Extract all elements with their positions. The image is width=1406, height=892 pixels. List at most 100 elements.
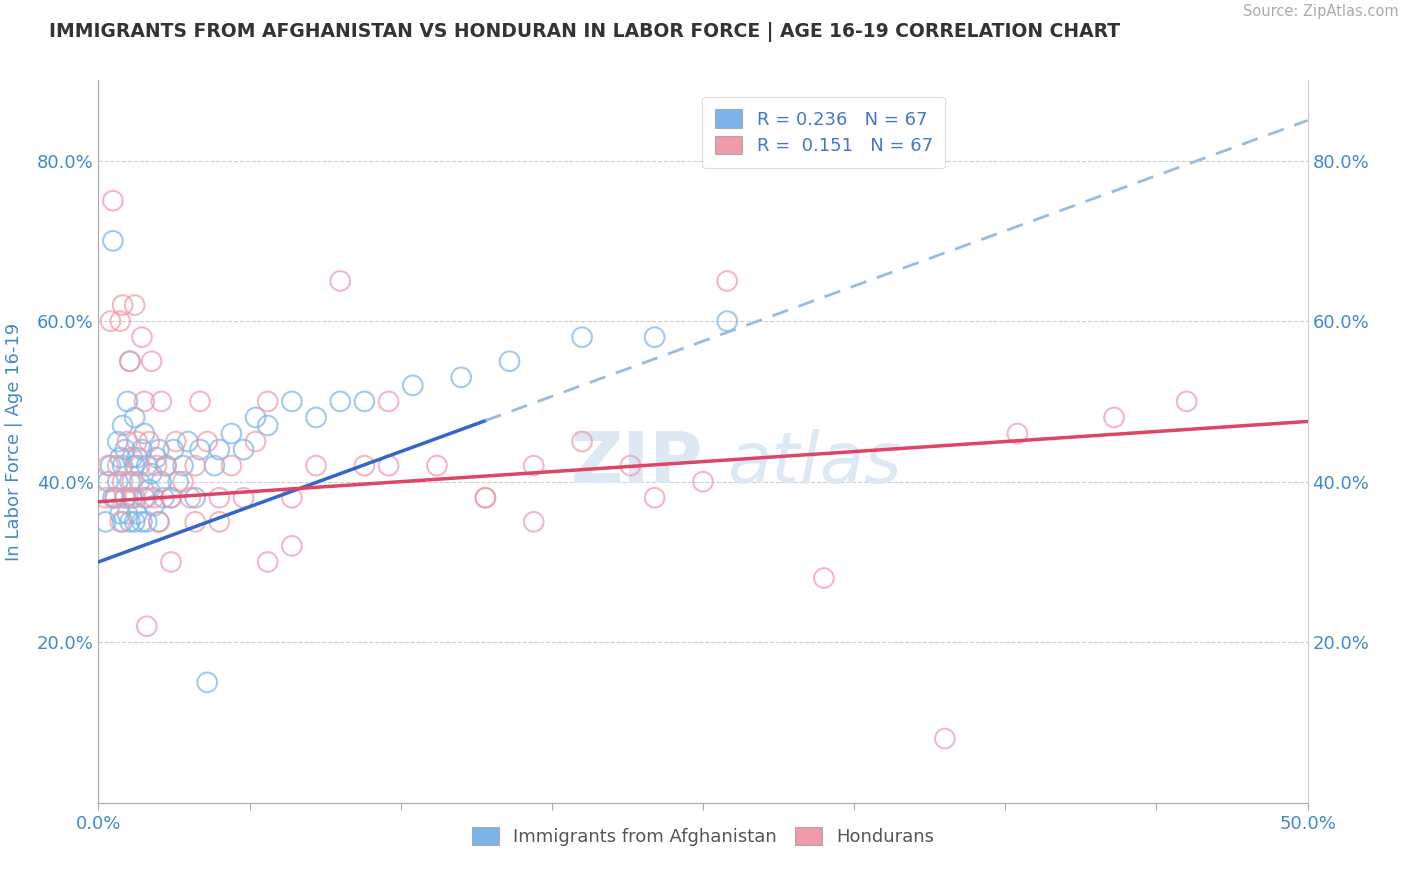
Point [813, 571, 835, 585]
Point [571, 434, 593, 449]
Point [353, 458, 375, 473]
Point [208, 515, 231, 529]
Point [107, 475, 129, 489]
Point [474, 491, 496, 505]
Point [135, 458, 157, 473]
Point [523, 515, 546, 529]
Point [498, 354, 520, 368]
Point [135, 619, 157, 633]
Point [245, 410, 267, 425]
Point [377, 458, 399, 473]
Point [256, 418, 278, 433]
Point [114, 442, 136, 457]
Point [117, 434, 139, 449]
Point [108, 450, 131, 465]
Point [111, 298, 134, 312]
Point [143, 491, 166, 505]
Point [162, 442, 184, 457]
Point [100, 314, 122, 328]
Point [450, 370, 472, 384]
Point [160, 491, 183, 505]
Point [131, 442, 153, 457]
Point [108, 507, 131, 521]
Point [184, 515, 207, 529]
Y-axis label: In Labor Force | Age 16-19: In Labor Force | Age 16-19 [4, 322, 22, 561]
Point [305, 458, 328, 473]
Point [644, 330, 666, 344]
Point [94, 491, 117, 505]
Point [208, 491, 231, 505]
Point [329, 394, 352, 409]
Point [131, 515, 153, 529]
Point [148, 515, 170, 529]
Point [402, 378, 425, 392]
Point [1102, 410, 1125, 425]
Point [716, 314, 738, 328]
Point [619, 458, 641, 473]
Point [208, 442, 231, 457]
Point [426, 458, 449, 473]
Point [127, 507, 149, 521]
Point [118, 354, 141, 368]
Point [245, 434, 267, 449]
Point [114, 491, 136, 505]
Point [204, 458, 226, 473]
Text: atlas: atlas [727, 429, 901, 498]
Point [114, 491, 136, 505]
Point [104, 491, 127, 505]
Point [138, 483, 160, 497]
Point [135, 491, 157, 505]
Point [167, 475, 190, 489]
Point [150, 475, 173, 489]
Point [101, 491, 124, 505]
Point [172, 475, 194, 489]
Point [281, 539, 304, 553]
Point [148, 515, 170, 529]
Text: ZIP: ZIP [571, 429, 703, 498]
Point [124, 515, 146, 529]
Point [305, 410, 328, 425]
Point [256, 555, 278, 569]
Point [1175, 394, 1198, 409]
Point [281, 394, 304, 409]
Text: Source: ZipAtlas.com: Source: ZipAtlas.com [1243, 4, 1399, 20]
Legend: Immigrants from Afghanistan, Hondurans: Immigrants from Afghanistan, Hondurans [458, 814, 948, 859]
Point [131, 330, 153, 344]
Point [124, 491, 146, 505]
Point [108, 515, 131, 529]
Point [143, 499, 166, 513]
Point [97, 458, 120, 473]
Point [232, 491, 254, 505]
Point [134, 394, 156, 409]
Point [104, 491, 127, 505]
Point [177, 434, 200, 449]
Point [117, 507, 139, 521]
Point [124, 298, 146, 312]
Point [127, 450, 149, 465]
Point [134, 426, 156, 441]
Point [124, 410, 146, 425]
Point [127, 434, 149, 449]
Point [1007, 426, 1029, 441]
Point [134, 491, 156, 505]
Point [172, 458, 194, 473]
Point [121, 450, 143, 465]
Point [118, 515, 141, 529]
Point [152, 491, 174, 505]
Point [195, 675, 218, 690]
Point [221, 426, 243, 441]
Point [934, 731, 956, 746]
Point [716, 274, 738, 288]
Point [644, 491, 666, 505]
Point [523, 458, 546, 473]
Point [111, 515, 134, 529]
Point [148, 442, 170, 457]
Point [121, 475, 143, 489]
Point [108, 314, 131, 328]
Point [145, 458, 167, 473]
Point [124, 458, 146, 473]
Point [111, 475, 134, 489]
Point [145, 450, 167, 465]
Point [232, 442, 254, 457]
Point [155, 458, 177, 473]
